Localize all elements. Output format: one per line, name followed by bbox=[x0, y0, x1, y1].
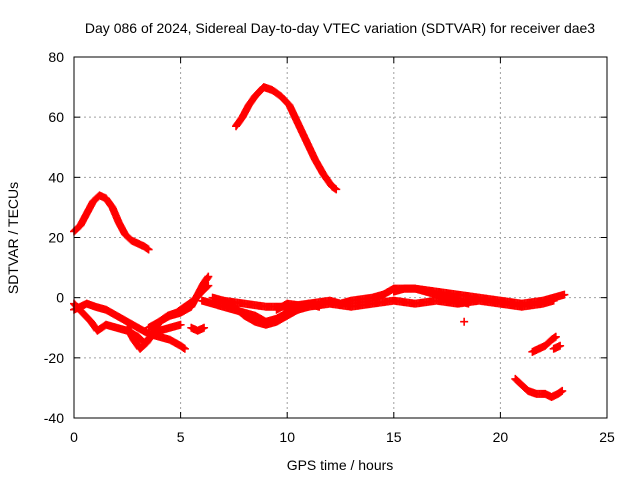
x-tick-label: 15 bbox=[386, 429, 402, 445]
data-point bbox=[204, 272, 213, 281]
y-tick-label: 60 bbox=[48, 109, 64, 125]
y-tick-label: 80 bbox=[48, 49, 64, 65]
y-tick-label: 0 bbox=[56, 290, 64, 306]
data-point bbox=[549, 296, 558, 305]
y-tick-label: 20 bbox=[48, 230, 64, 246]
data-point bbox=[551, 332, 560, 341]
chart-grid bbox=[74, 57, 607, 418]
y-tick-label: 40 bbox=[48, 169, 64, 185]
data-point bbox=[180, 344, 189, 353]
data-point bbox=[464, 299, 473, 308]
y-tick-label: -40 bbox=[44, 410, 64, 426]
x-tick-label: 20 bbox=[493, 429, 509, 445]
x-tick-label: 25 bbox=[599, 429, 615, 445]
data-point bbox=[200, 323, 209, 332]
data-point bbox=[556, 341, 565, 350]
x-tick-label: 5 bbox=[177, 429, 185, 445]
tick-labels: 0 5 10 15 20 25 -40 -20 0 20 40 60 80 bbox=[44, 49, 615, 445]
data-point bbox=[332, 185, 341, 194]
data-point bbox=[144, 245, 153, 254]
axis-ticks bbox=[73, 56, 608, 419]
x-axis-label: GPS time / hours bbox=[287, 457, 394, 473]
y-axis-label: SDTVAR / TECUs bbox=[5, 182, 21, 294]
data-point bbox=[176, 320, 185, 329]
y-tick-label: -20 bbox=[44, 350, 64, 366]
data-point bbox=[558, 386, 567, 395]
data-points bbox=[70, 83, 569, 401]
x-tick-label: 0 bbox=[70, 429, 78, 445]
x-tick-label: 10 bbox=[279, 429, 295, 445]
data-point bbox=[203, 273, 212, 282]
data-point bbox=[460, 317, 469, 326]
data-point bbox=[560, 290, 569, 299]
chart-title: Day 086 of 2024, Sidereal Day-to-day VTE… bbox=[85, 20, 595, 36]
